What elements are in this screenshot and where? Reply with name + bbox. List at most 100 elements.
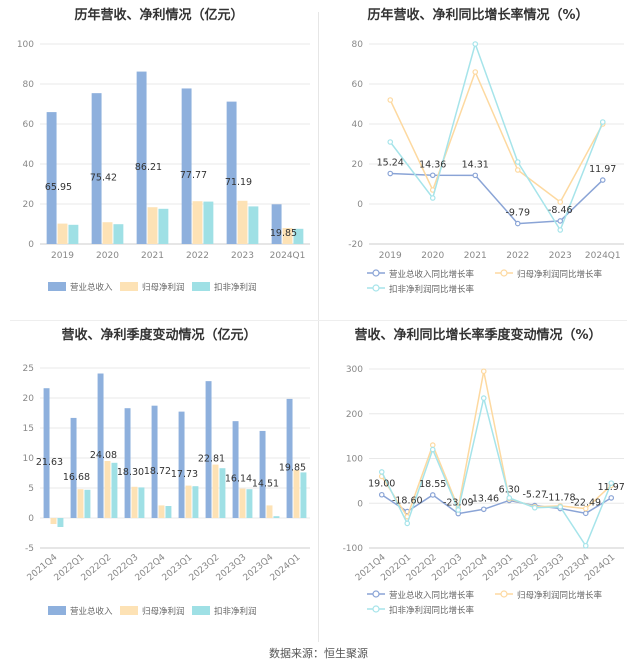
series-line-deducted-profit-growth: [389, 41, 604, 232]
horizontal-divider: [10, 320, 627, 321]
data-label: -13.46: [468, 493, 499, 504]
data-label: 15.24: [377, 158, 404, 169]
x-tick-label: 2020: [96, 251, 119, 261]
data-label: 24.08: [90, 450, 117, 461]
data-point: [506, 495, 513, 501]
data-label: 17.73: [171, 469, 198, 480]
y-tick-label: 0: [28, 240, 34, 250]
x-tick-label: 2022: [506, 251, 529, 261]
legend-label: 营业总收入: [70, 282, 113, 293]
data-label: 19.00: [368, 479, 395, 490]
y-tick-label: 80: [23, 80, 35, 90]
x-tick-label: 2021: [141, 251, 164, 261]
y-tick-label: -20: [348, 240, 363, 250]
bar-net-profit: [212, 464, 219, 518]
data-label: -18.60: [392, 496, 423, 507]
y-tick-label: 60: [352, 80, 364, 90]
legend-swatch: [48, 282, 66, 291]
data-label: 6.30: [499, 484, 520, 495]
legend-label: 归母净利润同比增长率: [517, 269, 603, 280]
data-point: [557, 227, 564, 233]
data-point: [531, 504, 538, 511]
bar-revenue: [259, 430, 266, 518]
y-tick-label: -100: [343, 544, 364, 554]
bar-revenue: [181, 88, 192, 245]
x-tick-label: 2024Q1: [585, 251, 621, 261]
bar-deducted-profit: [246, 489, 253, 518]
x-tick-label: 2024Q1: [269, 553, 303, 584]
y-tick-label: 20: [23, 200, 35, 210]
legend-marker: [372, 605, 380, 613]
data-point: [557, 218, 564, 224]
legend-marker: [500, 269, 508, 277]
bar-deducted-profit: [84, 489, 91, 518]
legend-label: 归母净利润同比增长率: [517, 590, 603, 601]
chart-panel-quarterly-revenue-profit: 营收、净利季度变动情况（亿元） -5 0 5 10 15 20 25 2021Q4 2022Q1…: [0, 320, 318, 640]
bar-net-profit: [57, 223, 68, 244]
bar-deducted-profit: [248, 206, 259, 244]
bar-deducted-profit: [219, 468, 226, 518]
y-tick-label: 80: [352, 40, 364, 50]
legend-label: 营业总收入同比增长率: [389, 269, 475, 280]
data-label: 18.72: [144, 466, 171, 477]
data-label: 16.68: [63, 472, 90, 483]
x-tick-label: 2019: [379, 251, 402, 261]
chart-svg: -505101520252021Q42022Q12022Q22022Q32022…: [23, 364, 310, 617]
y-tick-label: 20: [23, 394, 35, 404]
x-tick-label: 2023: [231, 251, 254, 261]
bar-net-profit: [131, 486, 138, 518]
chart-svg: 0 20 40 60 80 100 2019 2020 2021 2022 2023 2024Q1 65…: [17, 40, 310, 293]
bar-revenue: [46, 112, 57, 244]
data-point: [480, 506, 487, 513]
data-label: -23.09: [443, 498, 474, 509]
data-label: 19.85: [270, 228, 297, 239]
bar-deducted-profit: [158, 208, 169, 244]
x-tick-label: 2020: [421, 251, 444, 261]
data-label: 22.81: [198, 454, 225, 465]
vertical-divider: [318, 12, 319, 642]
data-point: [582, 510, 589, 517]
chart-title: 历年营收、净利情况（亿元）: [74, 8, 244, 23]
data-source-footer: 数据来源：恒生聚源: [269, 647, 368, 660]
bar-net-profit: [239, 488, 246, 518]
legend-swatch: [120, 282, 138, 291]
data-point: [429, 195, 436, 201]
bar-revenue: [97, 373, 104, 518]
bar-net-profit: [102, 222, 113, 244]
data-label: 75.42: [90, 173, 117, 184]
bar-deducted-profit: [113, 224, 124, 244]
legend-label: 营业总收入同比增长率: [389, 590, 475, 601]
bar-deducted-profit: [203, 201, 214, 244]
legend-swatch: [48, 606, 66, 615]
data-label: 21.63: [36, 457, 63, 468]
bar-deducted-profit: [111, 462, 118, 518]
bar-revenue: [178, 411, 185, 518]
data-label: 11.97: [589, 164, 616, 175]
y-tick-label: 300: [346, 365, 363, 375]
series-line-revenue-growth: [381, 494, 612, 515]
data-point: [582, 505, 589, 512]
y-tick-label: 100: [17, 40, 34, 50]
bar-net-profit: [293, 470, 300, 518]
bar-net-profit: [282, 228, 293, 244]
data-label: 19.85: [279, 462, 306, 473]
bar-deducted-profit: [57, 518, 64, 527]
y-tick-label: 200: [346, 410, 363, 420]
bar-deducted-profit: [138, 487, 145, 518]
y-tick-label: 20: [352, 160, 364, 170]
legend-label: 扣非净利润: [214, 606, 257, 617]
bar-revenue: [151, 405, 158, 518]
legend-marker: [372, 590, 380, 598]
data-label: 71.19: [225, 177, 252, 188]
y-tick-label: 25: [23, 364, 34, 374]
data-label: -9.79: [505, 208, 530, 219]
bar-deducted-profit: [300, 472, 307, 518]
data-point: [378, 469, 385, 475]
x-tick-label: 2019: [51, 251, 74, 261]
data-label: 65.95: [45, 182, 72, 193]
bar-net-profit: [50, 518, 57, 524]
legend-marker: [500, 590, 508, 598]
legend-marker: [372, 269, 380, 277]
y-tick-label: 15: [23, 424, 34, 434]
chart-panel-annual-growth: 历年营收、净利同比增长率情况（%） -20 0 20 40 60 80 2019 2020 20…: [319, 0, 637, 320]
